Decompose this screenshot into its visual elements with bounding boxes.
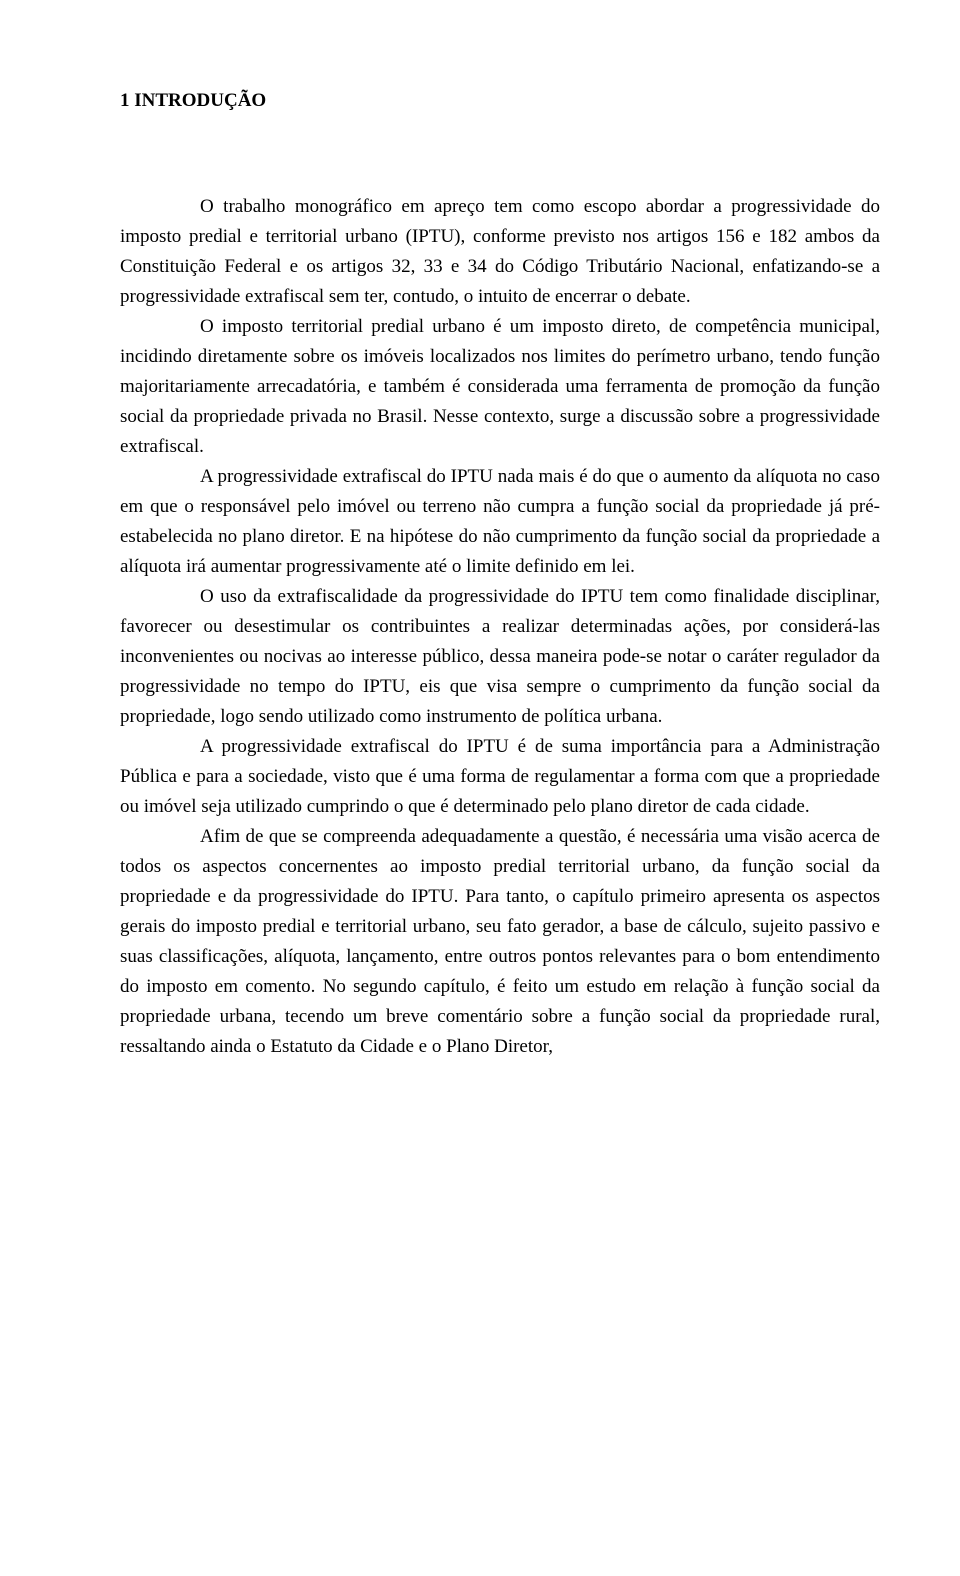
- body-paragraph: A progressividade extrafiscal do IPTU na…: [120, 462, 880, 582]
- document-page: 1 INTRODUÇÃO O trabalho monográfico em a…: [0, 0, 960, 1576]
- body-paragraph: O trabalho monográfico em apreço tem com…: [120, 192, 880, 312]
- body-paragraph: O imposto territorial predial urbano é u…: [120, 312, 880, 462]
- body-paragraph: A progressividade extrafiscal do IPTU é …: [120, 732, 880, 822]
- section-heading: 1 INTRODUÇÃO: [120, 90, 880, 112]
- body-paragraph: Afim de que se compreenda adequadamente …: [120, 822, 880, 1062]
- body-paragraph: O uso da extrafiscalidade da progressivi…: [120, 582, 880, 732]
